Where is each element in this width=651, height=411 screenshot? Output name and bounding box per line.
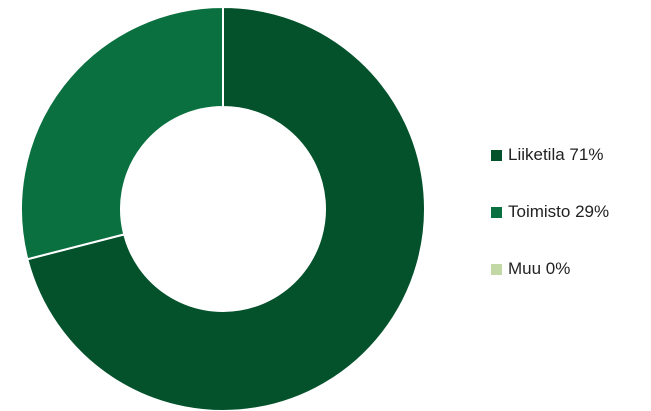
legend-swatch [491, 149, 502, 161]
legend-item-muu: Muu 0% [491, 257, 609, 281]
legend-swatch [491, 206, 502, 218]
legend-swatch [491, 263, 502, 275]
legend-item-toimisto: Toimisto 29% [491, 200, 609, 224]
legend-label: Toimisto 29% [508, 202, 610, 221]
slice-toimisto [20, 5, 224, 261]
legend-item-liiketila: Liiketila 71% [491, 143, 609, 167]
legend-label: Muu 0% [508, 259, 571, 278]
chart-legend: Liiketila 71% Toimisto 29% Muu 0% [491, 143, 609, 314]
legend-label: Liiketila 71% [508, 145, 604, 164]
slice-liiketila [26, 5, 426, 411]
